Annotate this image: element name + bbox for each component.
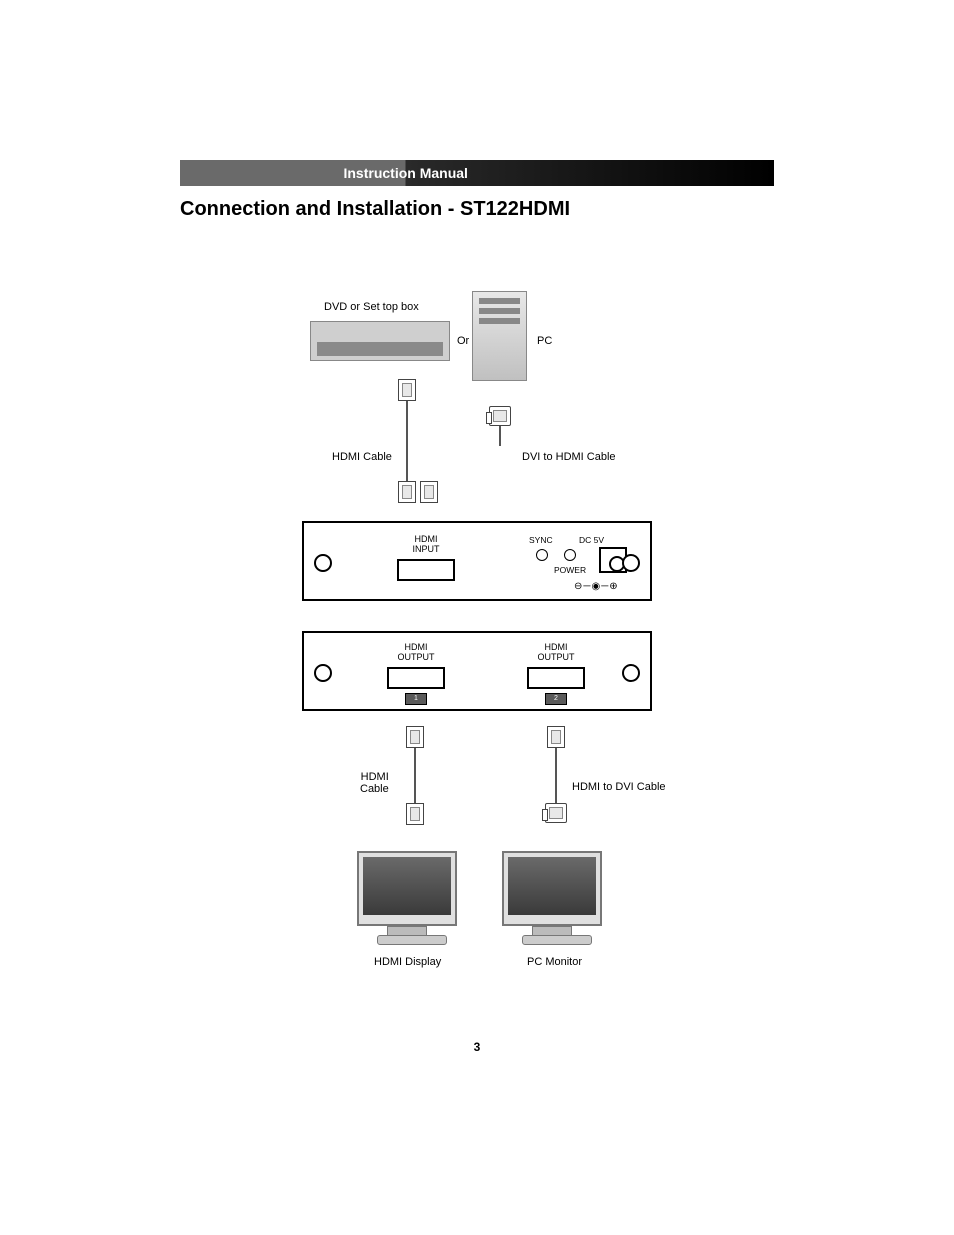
dvi-cable-label: DVI to HDMI Cable bbox=[522, 451, 616, 463]
sync-led-icon bbox=[536, 549, 548, 561]
monitor-screen bbox=[363, 857, 451, 915]
dc-label: DC 5V bbox=[579, 535, 604, 545]
dvd-label: DVD or Set top box bbox=[324, 301, 419, 313]
cable-line bbox=[499, 426, 501, 446]
screw-icon bbox=[314, 664, 332, 682]
hdmi-input-port-label: HDMI INPUT bbox=[396, 535, 456, 555]
port-badge-1: 1 bbox=[405, 693, 427, 705]
pc-bay bbox=[479, 318, 520, 324]
hdmi-monitor-icon bbox=[357, 851, 467, 946]
hdmi-dvi-cable-label: HDMI to DVI Cable bbox=[572, 781, 666, 793]
polarity-icon: ⊖─◉─⊕ bbox=[574, 581, 619, 592]
sync-label: SYNC bbox=[529, 535, 553, 545]
screw-icon bbox=[622, 664, 640, 682]
power-led-icon bbox=[564, 549, 576, 561]
source-row: DVD or Set top box Or PC bbox=[302, 291, 652, 401]
pc-monitor-label: PC Monitor bbox=[527, 956, 582, 968]
splitter-input-panel: HDMI INPUT SYNC DC 5V POWER ⊖─◉─⊕ bbox=[302, 521, 652, 601]
connection-diagram: DVD or Set top box Or PC HDMI Cable DVI … bbox=[302, 291, 652, 1041]
hdmi-input-port bbox=[397, 559, 455, 581]
power-label: POWER bbox=[554, 565, 586, 575]
hdmi-connector-icon bbox=[406, 726, 424, 748]
hdmi-output1-label: HDMI OUTPUT bbox=[386, 643, 446, 663]
dvi-connector-icon bbox=[545, 803, 567, 823]
pc-tower-icon bbox=[472, 291, 527, 381]
screw-icon bbox=[622, 554, 640, 572]
or-label: Or bbox=[457, 335, 469, 347]
hdmi-connector-icon bbox=[398, 481, 416, 503]
hdmi-connector-icon bbox=[398, 379, 416, 401]
hdmi-connector-icon bbox=[420, 481, 438, 503]
hdmi-output1-port bbox=[387, 667, 445, 689]
monitor-screen bbox=[508, 857, 596, 915]
hdmi-connector-icon bbox=[547, 726, 565, 748]
pc-label: PC bbox=[537, 335, 552, 347]
monitor-base bbox=[522, 935, 592, 945]
hdmi-output2-label: HDMI OUTPUT bbox=[526, 643, 586, 663]
cable-line bbox=[414, 748, 416, 803]
header-bar: Instruction Manual bbox=[180, 160, 774, 186]
hdmi-cable-label: HDMI Cable bbox=[332, 451, 392, 463]
pc-monitor-icon bbox=[502, 851, 612, 946]
pc-bay bbox=[479, 308, 520, 314]
hdmi-connector-icon bbox=[406, 803, 424, 825]
screw-icon bbox=[314, 554, 332, 572]
dvi-connector-icon bbox=[489, 406, 511, 426]
header-title: Instruction Manual bbox=[343, 165, 467, 181]
pc-bay bbox=[479, 298, 520, 304]
hdmi-cable-label-2: HDMI Cable bbox=[360, 771, 389, 795]
page-content: Instruction Manual Connection and Instal… bbox=[180, 160, 774, 1041]
cable-line bbox=[555, 748, 557, 803]
page-number: 3 bbox=[180, 1040, 774, 1101]
cable-line bbox=[406, 401, 408, 481]
dvd-player-icon bbox=[310, 321, 450, 361]
section-title: Connection and Installation - ST122HDMI bbox=[180, 198, 774, 221]
hdmi-display-label: HDMI Display bbox=[374, 956, 441, 968]
hdmi-output2-port bbox=[527, 667, 585, 689]
port-badge-2: 2 bbox=[545, 693, 567, 705]
dvd-front-panel bbox=[317, 342, 443, 356]
monitor-base bbox=[377, 935, 447, 945]
splitter-output-panel: HDMI OUTPUT 1 HDMI OUTPUT 2 bbox=[302, 631, 652, 711]
